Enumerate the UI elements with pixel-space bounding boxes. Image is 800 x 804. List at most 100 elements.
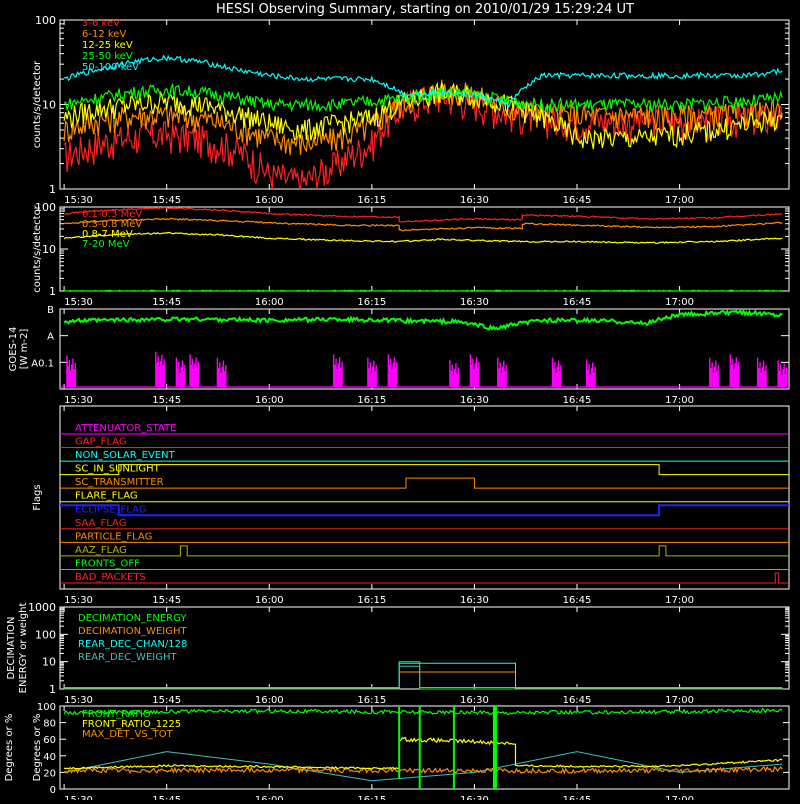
gamma-xtick-label: 16:45 — [563, 297, 592, 308]
dec-ytick-label: 100 — [35, 628, 56, 641]
ratios-xtick-label: 16:45 — [563, 795, 592, 800]
gamma-series-2 — [63, 231, 783, 244]
ratios-xtick-label: 17:00 — [665, 795, 694, 800]
goes-ytick-label: B — [47, 305, 54, 316]
ratios-xtick-label: 15:45 — [152, 795, 181, 800]
hxr-xtick-label: 16:15 — [357, 195, 386, 206]
decimation-ylabel-1: DECIMATION — [6, 616, 17, 679]
ratios-ylabel: Degrees or % — [32, 714, 43, 782]
flag-trace-11 — [60, 572, 789, 584]
flag-label-0: ATTENUATOR_STATE — [75, 423, 176, 434]
hxr-legend-4: 50-100 keV — [82, 62, 139, 73]
ratios-xtick-label: 16:30 — [460, 795, 489, 800]
flags-xtick-label: 16:30 — [460, 595, 489, 606]
ratios-xtick-label: 16:00 — [255, 795, 284, 800]
decimation-xtick-label: 15:30 — [64, 695, 93, 706]
flag-label-9: AAZ_FLAG — [75, 545, 127, 556]
flag-label-3: SC_IN_SUNLIGHT — [75, 464, 161, 475]
ratio-ytick-label: 80 — [43, 719, 56, 730]
gamma-xtick-label: 15:45 — [152, 297, 181, 308]
flag-label-4: SC_TRANSMITTER — [75, 477, 164, 488]
ratio-legend-1: FRONT_RATIO_1225 — [82, 719, 181, 730]
flag-label-11: BAD_PACKETS — [75, 572, 146, 583]
flags-ylabel: Flags — [32, 484, 43, 510]
ratio-series-0 — [63, 707, 783, 716]
hxr-series-2 — [63, 81, 783, 150]
hxr-ytick-label: 10 — [42, 99, 56, 112]
hxr-xtick-label: 16:30 — [460, 195, 489, 206]
gamma-ytick-label: 1 — [49, 285, 56, 298]
decimation-xtick-label: 16:00 — [255, 695, 284, 706]
flags-frame — [59, 405, 790, 590]
figure-title: HESSI Observing Summary, starting on 201… — [216, 2, 634, 17]
ratio-ytick-label: 0 — [50, 785, 56, 796]
flag-label-5: FLARE_FLAG — [75, 491, 138, 502]
goes-frame — [59, 308, 790, 390]
flag-label-8: PARTICLE_FLAG — [75, 531, 152, 542]
goes-xtick-label: 16:00 — [255, 395, 284, 406]
flags-xtick-label: 17:00 — [665, 595, 694, 606]
hxr-legend-1: 6-12 keV — [82, 29, 126, 40]
hxr-xtick-label: 17:00 — [665, 195, 694, 206]
hxr-series-4 — [63, 54, 783, 109]
hxr-legend-0: 3-6 keV — [82, 18, 120, 29]
ratios-frame — [59, 705, 790, 790]
decimation-xtick-label: 15:45 — [152, 695, 181, 706]
ratio-legend-0: FRONT_RATIO — [82, 709, 151, 720]
gamma-series-0 — [64, 206, 783, 223]
flag-trace-9 — [60, 545, 789, 557]
dec-legend-3: REAR_DEC_WEIGHT — [78, 652, 177, 663]
flags-xtick-label: 16:45 — [563, 595, 592, 606]
goes-ytick-label: A — [47, 332, 54, 343]
hxr-ytick-label: 1 — [49, 183, 56, 196]
hxr-series-1 — [63, 79, 783, 156]
goes-ylabel-1: GOES-14 — [8, 327, 19, 372]
hxr-xtick-label: 15:45 — [152, 195, 181, 206]
ratio-legend-2: MAX_DET_VS_TOT — [82, 729, 174, 740]
gamma-ylabel: counts/s/detector — [32, 204, 43, 292]
goes-ylabel-2: [W m-2] — [19, 329, 30, 370]
gamma-xtick-label: 15:30 — [64, 297, 93, 308]
ratio-ytick-label: 20 — [43, 768, 56, 779]
flag-trace-3 — [60, 464, 789, 476]
decimation-xtick-label: 17:00 — [665, 695, 694, 706]
gamma-series-1 — [63, 217, 783, 232]
goes-xtick-label: 15:45 — [152, 395, 181, 406]
hxr-legend-2: 12-25 keV — [82, 40, 133, 51]
gamma-xtick-label: 16:00 — [255, 297, 284, 308]
flag-label-7: SAA_FLAG — [75, 518, 126, 529]
hxr-legend-3: 25-50 keV — [82, 51, 133, 62]
dec-ytick-label: 10 — [42, 656, 56, 669]
goes-ytick-label: A0.1 — [31, 358, 54, 369]
flags-xtick-label: 15:45 — [152, 595, 181, 606]
ratio-series-2 — [63, 765, 783, 775]
decimation-ylabel-2: ENERGY or weight — [18, 603, 29, 694]
flag-trace-6 — [60, 504, 789, 517]
ratios-xtick-label: 16:15 — [357, 795, 386, 800]
gamma-legend-0: 0.1-0.3 MeV — [82, 209, 142, 220]
dec-legend-0: DECIMATION_ENERGY — [78, 613, 187, 624]
dec-ytick-label: 1000 — [28, 601, 56, 614]
ratio-ytick-label: 40 — [43, 752, 56, 763]
ratio-series-1 — [63, 736, 783, 770]
gamma-ytick-label: 100 — [35, 201, 56, 214]
hxr-ylabel: counts/s/detector — [32, 60, 43, 148]
dec-ytick-label: 1 — [49, 683, 56, 696]
gamma-legend-3: 7-20 MeV — [82, 239, 130, 250]
ratio-ytick-label: 100 — [37, 702, 56, 713]
goes-xtick-label: 17:00 — [665, 395, 694, 406]
hxr-ytick-label: 100 — [35, 14, 56, 27]
goes-xtick-label: 16:30 — [460, 395, 489, 406]
goes-series-0 — [63, 308, 783, 332]
hxr-xtick-label: 16:45 — [563, 195, 592, 206]
gamma-xtick-label: 16:30 — [460, 297, 489, 308]
gamma-xtick-label: 16:15 — [357, 297, 386, 308]
hxr-xtick-label: 15:30 — [64, 195, 93, 206]
dec-legend-2: REAR_DEC_CHAN/128 — [78, 639, 187, 650]
decimation-xtick-label: 16:15 — [357, 695, 386, 706]
gamma-ytick-label: 10 — [42, 243, 56, 256]
gamma-series-3 — [64, 289, 783, 292]
flag-label-1: GAP_FLAG — [75, 437, 127, 448]
